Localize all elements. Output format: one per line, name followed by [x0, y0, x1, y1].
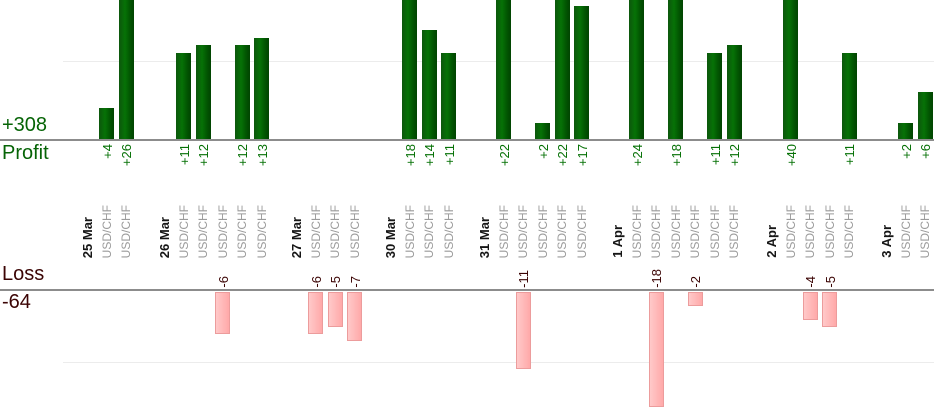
- profit-value-label: +12: [195, 144, 211, 167]
- profit-bar: [496, 0, 511, 139]
- profit-bar: [441, 53, 456, 139]
- loss-value-label: -6: [308, 276, 324, 288]
- loss-value-label: -6: [215, 276, 231, 288]
- profit-bar: [574, 6, 589, 139]
- profit-bar: [254, 38, 269, 139]
- symbol-label: USD/CHF: [575, 204, 589, 258]
- date-label: 25 Mar: [79, 216, 95, 258]
- symbol-label: USD/CHF: [727, 204, 741, 258]
- symbol-label: USD/CHF: [899, 204, 913, 258]
- symbol-label: USD/CHF: [555, 204, 569, 258]
- profit-value-label: +12: [726, 144, 742, 167]
- profit-bar: [535, 123, 550, 139]
- profit-bar: [783, 0, 798, 139]
- profit-value-label: +11: [707, 144, 723, 166]
- date-label: 3 Apr: [878, 225, 894, 258]
- profit-axis-label: Profit: [2, 142, 49, 164]
- date-label: 31 Mar: [476, 216, 492, 258]
- symbol-label: USD/CHF: [918, 204, 932, 258]
- profit-bar: [668, 0, 683, 139]
- symbol-label: USD/CHF: [536, 204, 550, 258]
- date-label: 2 Apr: [763, 225, 779, 258]
- loss-axis-label: Loss: [2, 263, 45, 285]
- profit-value-label: +11: [841, 144, 857, 166]
- symbol-label: USD/CHF: [708, 204, 722, 258]
- profit-value-label: +22: [496, 144, 512, 167]
- profit-bar: [422, 30, 437, 139]
- profit-value-label: +6: [917, 144, 933, 159]
- loss-value-label: -18: [648, 269, 664, 288]
- symbol-label: USD/CHF: [842, 204, 856, 258]
- loss-bar: [328, 292, 343, 327]
- symbol-label: USD/CHF: [422, 204, 436, 258]
- loss-value-label: -5: [822, 276, 838, 288]
- loss-bar: [649, 292, 664, 407]
- profit-bar: [629, 0, 644, 139]
- profit-bar: [898, 123, 913, 139]
- profit-value-label: +18: [402, 144, 418, 167]
- symbol-label: USD/CHF: [442, 204, 456, 258]
- symbol-label: USD/CHF: [235, 204, 249, 258]
- profit-bar: [707, 53, 722, 139]
- symbol-label: USD/CHF: [100, 204, 114, 258]
- profit-value-label: +40: [783, 144, 799, 167]
- profit-axis-line: [0, 139, 934, 141]
- loss-bar: [347, 292, 362, 341]
- profit-value-label: +24: [629, 144, 645, 167]
- profit-value-label: +4: [99, 144, 115, 159]
- profit-bar: [402, 0, 417, 139]
- symbol-label: USD/CHF: [403, 204, 417, 258]
- profit-bar: [119, 0, 134, 139]
- profit-bar: [99, 108, 114, 139]
- profit-total: +308: [2, 114, 48, 136]
- date-label: 30 Mar: [382, 216, 398, 258]
- symbol-label: USD/CHF: [177, 204, 191, 258]
- loss-gridline: [63, 362, 934, 363]
- symbol-label: USD/CHF: [119, 204, 133, 258]
- loss-bar: [215, 292, 230, 334]
- profit-value-label: +26: [118, 144, 134, 167]
- loss-value-label: -11: [515, 270, 531, 288]
- loss-value-label: -2: [687, 276, 703, 288]
- profit-value-label: +18: [668, 144, 684, 167]
- profit-bar: [918, 92, 933, 139]
- symbol-label: USD/CHF: [196, 204, 210, 258]
- profit-bar: [727, 45, 742, 139]
- profit-value-label: +12: [234, 144, 250, 167]
- loss-total: -64: [2, 291, 31, 313]
- loss-axis-line: [0, 289, 934, 291]
- profit-value-label: +17: [574, 144, 590, 167]
- symbol-label: USD/CHF: [669, 204, 683, 258]
- loss-bar: [308, 292, 323, 334]
- profit-value-label: +22: [554, 144, 570, 167]
- date-label: 27 Mar: [288, 216, 304, 258]
- loss-bar: [822, 292, 837, 327]
- profit-value-label: +11: [441, 144, 457, 166]
- profit-value-label: +2: [535, 144, 551, 159]
- profit-bar: [235, 45, 250, 139]
- loss-bar: [516, 292, 531, 369]
- loss-bar: [688, 292, 703, 306]
- symbol-label: USD/CHF: [784, 204, 798, 258]
- date-label: 26 Mar: [156, 216, 172, 258]
- profit-bar: [555, 0, 570, 139]
- profit-bar: [842, 53, 857, 139]
- profit-value-label: +11: [176, 144, 192, 166]
- symbol-label: USD/CHF: [630, 204, 644, 258]
- loss-value-label: -4: [802, 276, 818, 288]
- profit-bar: [196, 45, 211, 139]
- symbol-label: USD/CHF: [255, 204, 269, 258]
- date-label: 1 Apr: [609, 225, 625, 258]
- loss-bar: [803, 292, 818, 320]
- profit-value-label: +14: [421, 144, 437, 167]
- loss-value-label: -5: [327, 276, 343, 288]
- loss-value-label: -7: [347, 276, 363, 288]
- profit-bar: [176, 53, 191, 139]
- profit-value-label: +2: [898, 144, 914, 159]
- profit-value-label: +13: [254, 144, 270, 167]
- symbol-label: USD/CHF: [497, 204, 511, 258]
